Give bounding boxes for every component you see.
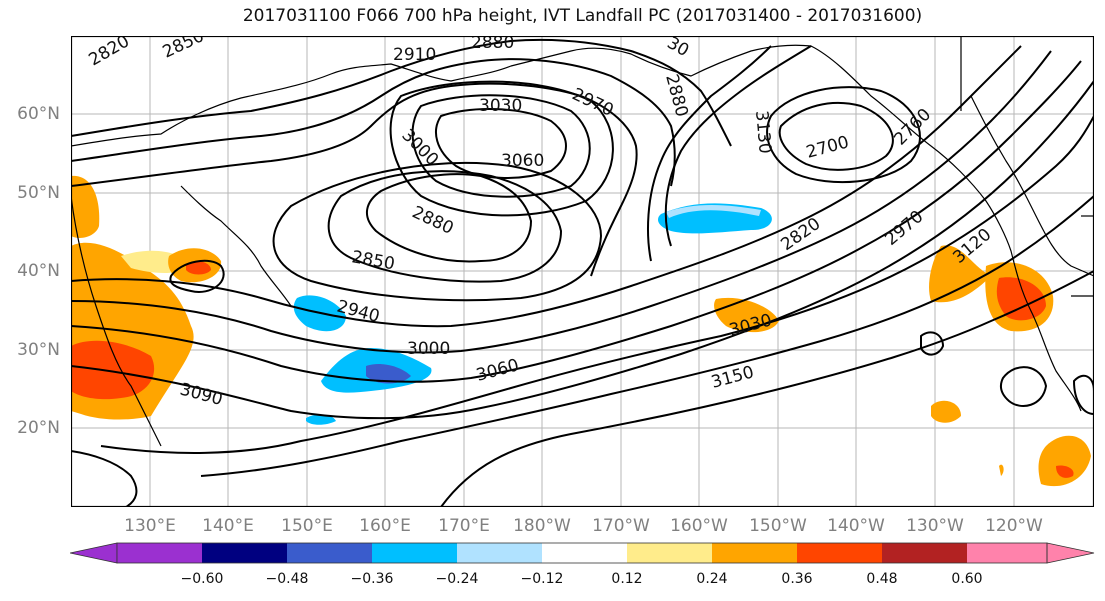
lat-label-50n: 50°N [17,183,60,203]
colorbar-cell-3 [287,543,372,563]
shade-sub-blue-small [306,414,336,425]
colorbar-cell-11 [967,543,1047,563]
shade-mexico-red [1056,465,1074,478]
contour-label-3060a: 3060 [501,151,544,171]
map-svg: 2820 2850 2910 2880 3030 3060 3000 2970 … [70,26,1095,508]
shade-ca-orange [929,245,991,303]
map-panel: 2820 2850 2910 2880 3030 3060 3000 2970 … [70,26,1095,508]
lon-label-140w: 140°W [827,516,885,536]
colorbar-tick-2: −0.48 [265,571,309,587]
shade-mexico-orange [1038,435,1091,487]
colorbar-cell-6 [542,543,627,563]
colorbar-extend-low [70,542,118,564]
colorbar-cell-10 [882,543,967,563]
lon-label-150e: 150°E [281,516,333,536]
lon-label-130e: 130°E [124,516,176,536]
colorbar-tick-4: −0.24 [435,571,479,587]
contour-label-3000b: 3000 [407,339,450,359]
lon-label-170e: 170°E [438,516,490,536]
lon-label-160w: 160°W [670,516,728,536]
colorbar-tick-3: −0.36 [350,571,394,587]
map-frame [70,35,1095,508]
map-title: 2017031100 F066 700 hPa height, IVT Land… [242,6,923,26]
shade-asia-red [71,340,155,400]
colorbar-tick-1: −0.60 [180,571,224,587]
colorbar-tick-6: 0.12 [611,571,643,587]
colorbar-tick-7: 0.24 [696,571,728,587]
contour-label-2880a: 2880 [471,36,514,53]
lon-label-160e: 160°E [359,516,411,536]
lon-label-120w: 120°W [985,516,1043,536]
colorbar [70,542,1095,564]
colorbar-cell-8 [712,543,797,563]
shade-small-orange [999,464,1004,476]
lat-label-30n: 30°N [17,340,60,360]
lon-label-180w: 180°W [513,516,571,536]
contour-label-3130: 3130 [751,110,775,155]
shade-sub-darkblue [366,364,411,384]
shade-hawaii-orange [931,400,961,423]
shade-ne-lightblue [666,205,761,218]
colorbar-cell-4 [372,543,457,563]
colorbar-extend-high [1046,542,1095,564]
colorbar-tick-8: 0.36 [781,571,813,587]
colorbar-tick-9: 0.48 [866,571,898,587]
gridlines [71,36,1094,507]
colorbar-tick-10: 0.60 [951,571,983,587]
lat-label-20n: 20°N [17,418,60,438]
lon-label-130w: 130°W [906,516,964,536]
lat-label-40n: 40°N [17,261,60,281]
colorbar-cell-7 [627,543,712,563]
shade-japan-orange [71,175,100,238]
shade-sea-red [186,261,211,275]
colorbar-cell-9 [797,543,882,563]
colorbar-cell-1 [117,543,202,563]
shade-ca-red [996,277,1046,321]
colorbar-tick-5: −0.12 [520,571,564,587]
contour-label-2910: 2910 [393,45,436,65]
lon-label-170w: 170°W [592,516,650,536]
colorbar-cell-5 [457,543,542,563]
lon-label-140e: 140°E [202,516,254,536]
height-contours [70,38,1095,508]
lat-label-60n: 60°N [17,104,60,124]
contour-label-3030a: 3030 [479,96,522,116]
lon-label-150w: 150°W [749,516,807,536]
colorbar-cell-2 [202,543,287,563]
